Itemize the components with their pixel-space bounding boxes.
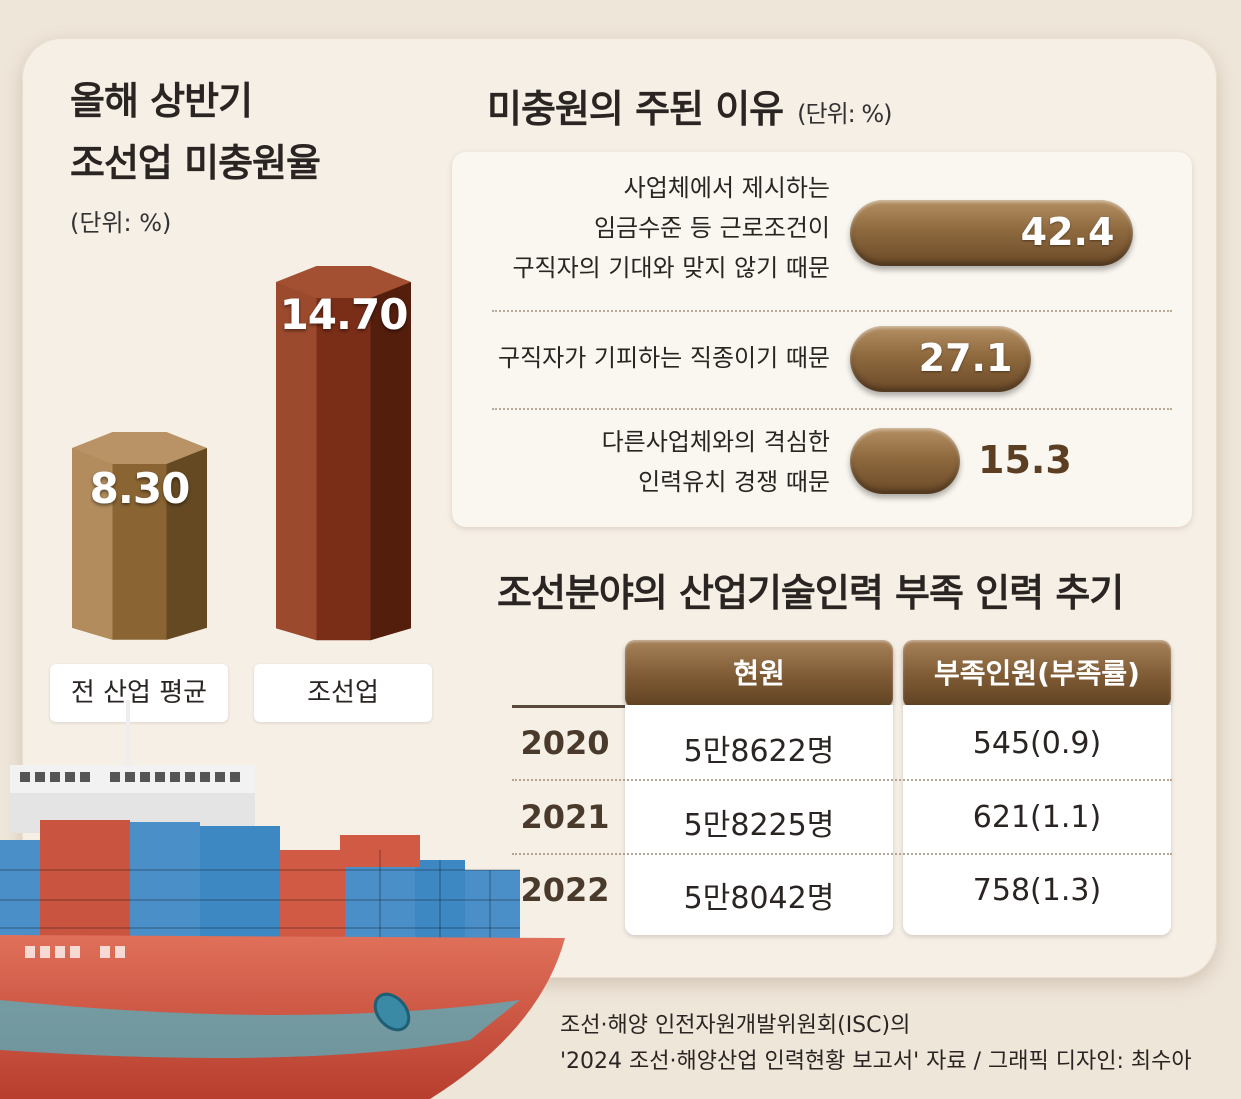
reasons-unit-label: (단위: %) [797,100,892,128]
bar-all-industry: 8.30 [72,424,207,640]
reason-divider [492,408,1172,410]
table-row-divider [512,853,1172,855]
table-row-divider [512,779,1172,781]
table-year-cell: 2022 [520,871,610,909]
table-top-rule [512,705,625,708]
bar-value-label: 8.30 [89,464,191,514]
reason-label: 구직자가 기피하는 직종이기 때문 [497,344,830,372]
bar-shipbuilding: 14.70 [276,258,411,640]
reason-divider [492,310,1172,312]
table-title: 조선분야의 산업기술인력 부족 인력 추기 [497,571,1124,615]
table-shortage-cell: 545(0.9) [972,726,1102,761]
source-line1: 조선·해양 인전자원개발위원회(ISC)의 [560,1013,911,1038]
table-current-cell: 5만8622명 [683,734,835,769]
category-label-shipbuilding: 조선업 [254,664,432,722]
table-shortage-cell: 758(1.3) [972,873,1102,908]
left-unit-label: (단위: %) [70,209,172,237]
table-header-shortage: 부족인원(부족률) [903,640,1171,708]
left-title-line2: 조선업 미충원율 [70,141,321,185]
table-current-cell: 5만8225명 [683,808,835,843]
anchor-hawse [373,992,411,1032]
left-title-line1: 올해 상반기 [70,79,253,123]
reasons-title: 미충원의 주된 이유 (단위: %) [487,78,893,133]
table-shortage-cell: 621(1.1) [972,800,1102,835]
reason-label: 사업체에서 제시하는 임금수준 등 근로조건이 구직자의 기대와 맞지 않기 때… [512,174,830,282]
containers [0,820,520,950]
reason-bar [850,200,1133,266]
hull-vents [25,946,125,958]
table-column-current [625,705,893,935]
table-year-cell: 2021 [520,798,610,836]
reason-value-label: 27.1 [918,336,1013,380]
table-column-shortage [903,705,1171,935]
reason-value-label: 42.4 [1020,210,1115,254]
left-chart-title: 올해 상반기 조선업 미충원율 [70,70,430,194]
reason-label: 다른사업체와의 격심한 인력유치 경쟁 때문 [601,428,830,496]
table-year-cell: 2020 [520,724,610,762]
reason-bar [850,428,960,494]
source-line2: '2024 조선·해양산업 인력현황 보고서' 자료 / 그래픽 디자인: 최수… [560,1049,1192,1074]
reason-value-label: 15.3 [978,438,1072,482]
container-ship-illustration [0,700,565,1099]
category-label-all-industry: 전 산업 평균 [50,664,228,722]
source-note: 조선·해양 인전자원개발위원회(ISC)의 '2024 조선·해양산업 인력현황… [560,1008,1230,1080]
table-current-cell: 5만8042명 [683,881,835,916]
table-header-current: 현원 [625,640,893,708]
reasons-bar-chart: 사업체에서 제시하는 임금수준 등 근로조건이 구직자의 기대와 맞지 않기 때… [452,152,1192,527]
reasons-title-text: 미충원의 주된 이유 [487,87,784,131]
reason-bar [850,326,1031,392]
bar-value-label: 14.70 [279,289,409,339]
